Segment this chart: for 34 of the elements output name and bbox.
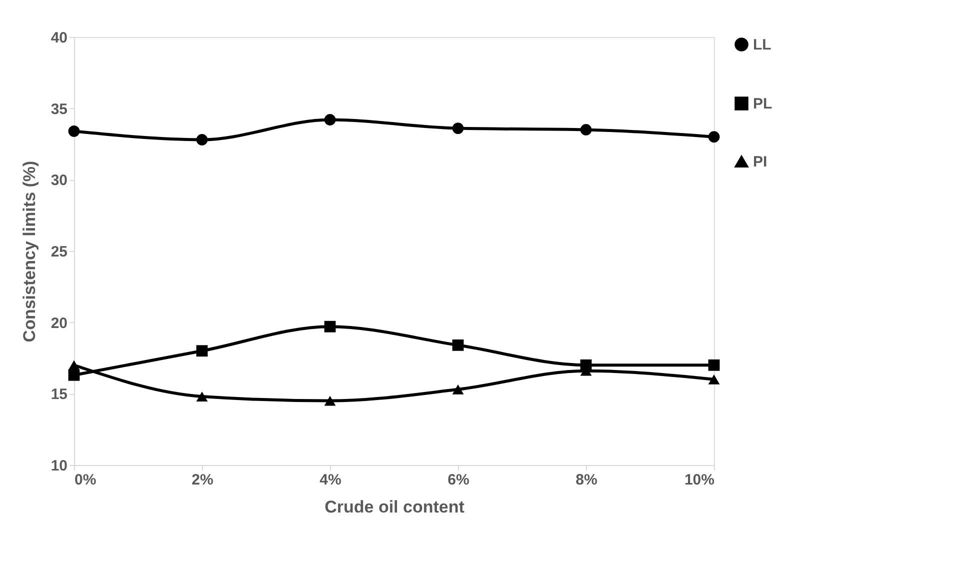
point: [68, 360, 80, 370]
x-tick-label: 2%: [192, 472, 214, 488]
point: [580, 124, 592, 136]
point: [324, 320, 336, 332]
legend-label: PI: [753, 154, 768, 170]
y-tick-label: 15: [50, 386, 68, 404]
y-axis-title: Consistency limits (%): [20, 160, 39, 342]
x-tick-label: 4%: [320, 472, 342, 488]
point: [708, 131, 720, 143]
x-tick-label: 10%: [684, 472, 714, 488]
point: [196, 134, 208, 146]
x-tick-label: 0%: [74, 472, 96, 488]
point: [452, 122, 464, 134]
point: [452, 384, 464, 394]
point: [708, 374, 720, 384]
x-axis-title: Crude oil content: [324, 498, 465, 516]
y-tick-label: 25: [50, 244, 68, 260]
point: [68, 125, 80, 137]
point: [68, 369, 80, 381]
legend-label: LL: [753, 36, 772, 54]
y-tick-label: 10: [50, 458, 68, 474]
legend-label: PL: [753, 96, 772, 112]
y-tick-label: 35: [50, 100, 68, 118]
x-tick-label: 8%: [576, 472, 598, 488]
y-tick-label: 40: [50, 30, 68, 46]
x-tick-label: 6%: [448, 472, 470, 488]
point: [324, 114, 336, 126]
point: [452, 339, 464, 351]
point: [196, 345, 208, 357]
point: [708, 359, 720, 371]
y-tick-label: 20: [50, 314, 68, 332]
point: [196, 392, 208, 402]
y-tick-label: 30: [50, 172, 68, 190]
point: [324, 396, 336, 406]
